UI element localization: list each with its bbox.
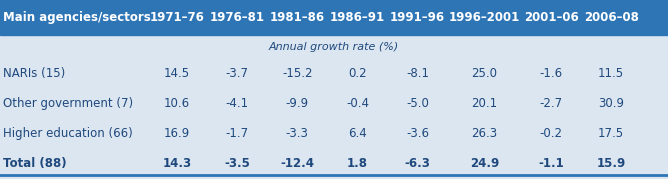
Text: Other government (7): Other government (7) (3, 97, 134, 110)
Text: 10.6: 10.6 (164, 97, 190, 110)
Text: -5.0: -5.0 (406, 97, 429, 110)
Text: Higher education (66): Higher education (66) (3, 127, 133, 140)
Text: 17.5: 17.5 (598, 127, 625, 140)
Text: -1.6: -1.6 (540, 67, 562, 80)
Text: -3.3: -3.3 (286, 127, 309, 140)
Text: 15.9: 15.9 (597, 157, 626, 170)
Text: -15.2: -15.2 (282, 67, 313, 80)
Text: 1976–81: 1976–81 (210, 11, 265, 24)
Text: 16.9: 16.9 (164, 127, 190, 140)
Text: 14.5: 14.5 (164, 67, 190, 80)
Text: 1991–96: 1991–96 (390, 11, 445, 24)
Text: -1.1: -1.1 (538, 157, 564, 170)
Text: Annual growth rate (%): Annual growth rate (%) (269, 42, 399, 52)
Text: 24.9: 24.9 (470, 157, 499, 170)
Text: 14.3: 14.3 (162, 157, 192, 170)
Text: -1.7: -1.7 (226, 127, 248, 140)
Text: 1971–76: 1971–76 (150, 11, 204, 24)
Text: 6.4: 6.4 (348, 127, 367, 140)
Text: -3.5: -3.5 (224, 157, 250, 170)
Text: 0.2: 0.2 (348, 67, 367, 80)
Text: -4.1: -4.1 (226, 97, 248, 110)
Text: 11.5: 11.5 (598, 67, 625, 80)
Text: -12.4: -12.4 (281, 157, 314, 170)
Text: Main agencies/sectors: Main agencies/sectors (3, 11, 151, 24)
Text: -0.2: -0.2 (540, 127, 562, 140)
Text: -3.7: -3.7 (226, 67, 248, 80)
Text: 1996–2001: 1996–2001 (449, 11, 520, 24)
Text: 1986–91: 1986–91 (330, 11, 385, 24)
Text: 2006–08: 2006–08 (584, 11, 639, 24)
Text: Total (88): Total (88) (3, 157, 67, 170)
Text: 25.0: 25.0 (472, 67, 497, 80)
Text: 26.3: 26.3 (471, 127, 498, 140)
Text: -9.9: -9.9 (286, 97, 309, 110)
Text: 1.8: 1.8 (347, 157, 368, 170)
Text: NARIs (15): NARIs (15) (3, 67, 65, 80)
Text: 1981–86: 1981–86 (270, 11, 325, 24)
Text: 20.1: 20.1 (471, 97, 498, 110)
Text: 30.9: 30.9 (599, 97, 624, 110)
Text: -0.4: -0.4 (346, 97, 369, 110)
Text: -2.7: -2.7 (540, 97, 562, 110)
Text: -6.3: -6.3 (405, 157, 430, 170)
Text: -3.6: -3.6 (406, 127, 429, 140)
Text: -8.1: -8.1 (406, 67, 429, 80)
Bar (0, 0, 668, 35)
Text: 2001–06: 2001–06 (524, 11, 578, 24)
